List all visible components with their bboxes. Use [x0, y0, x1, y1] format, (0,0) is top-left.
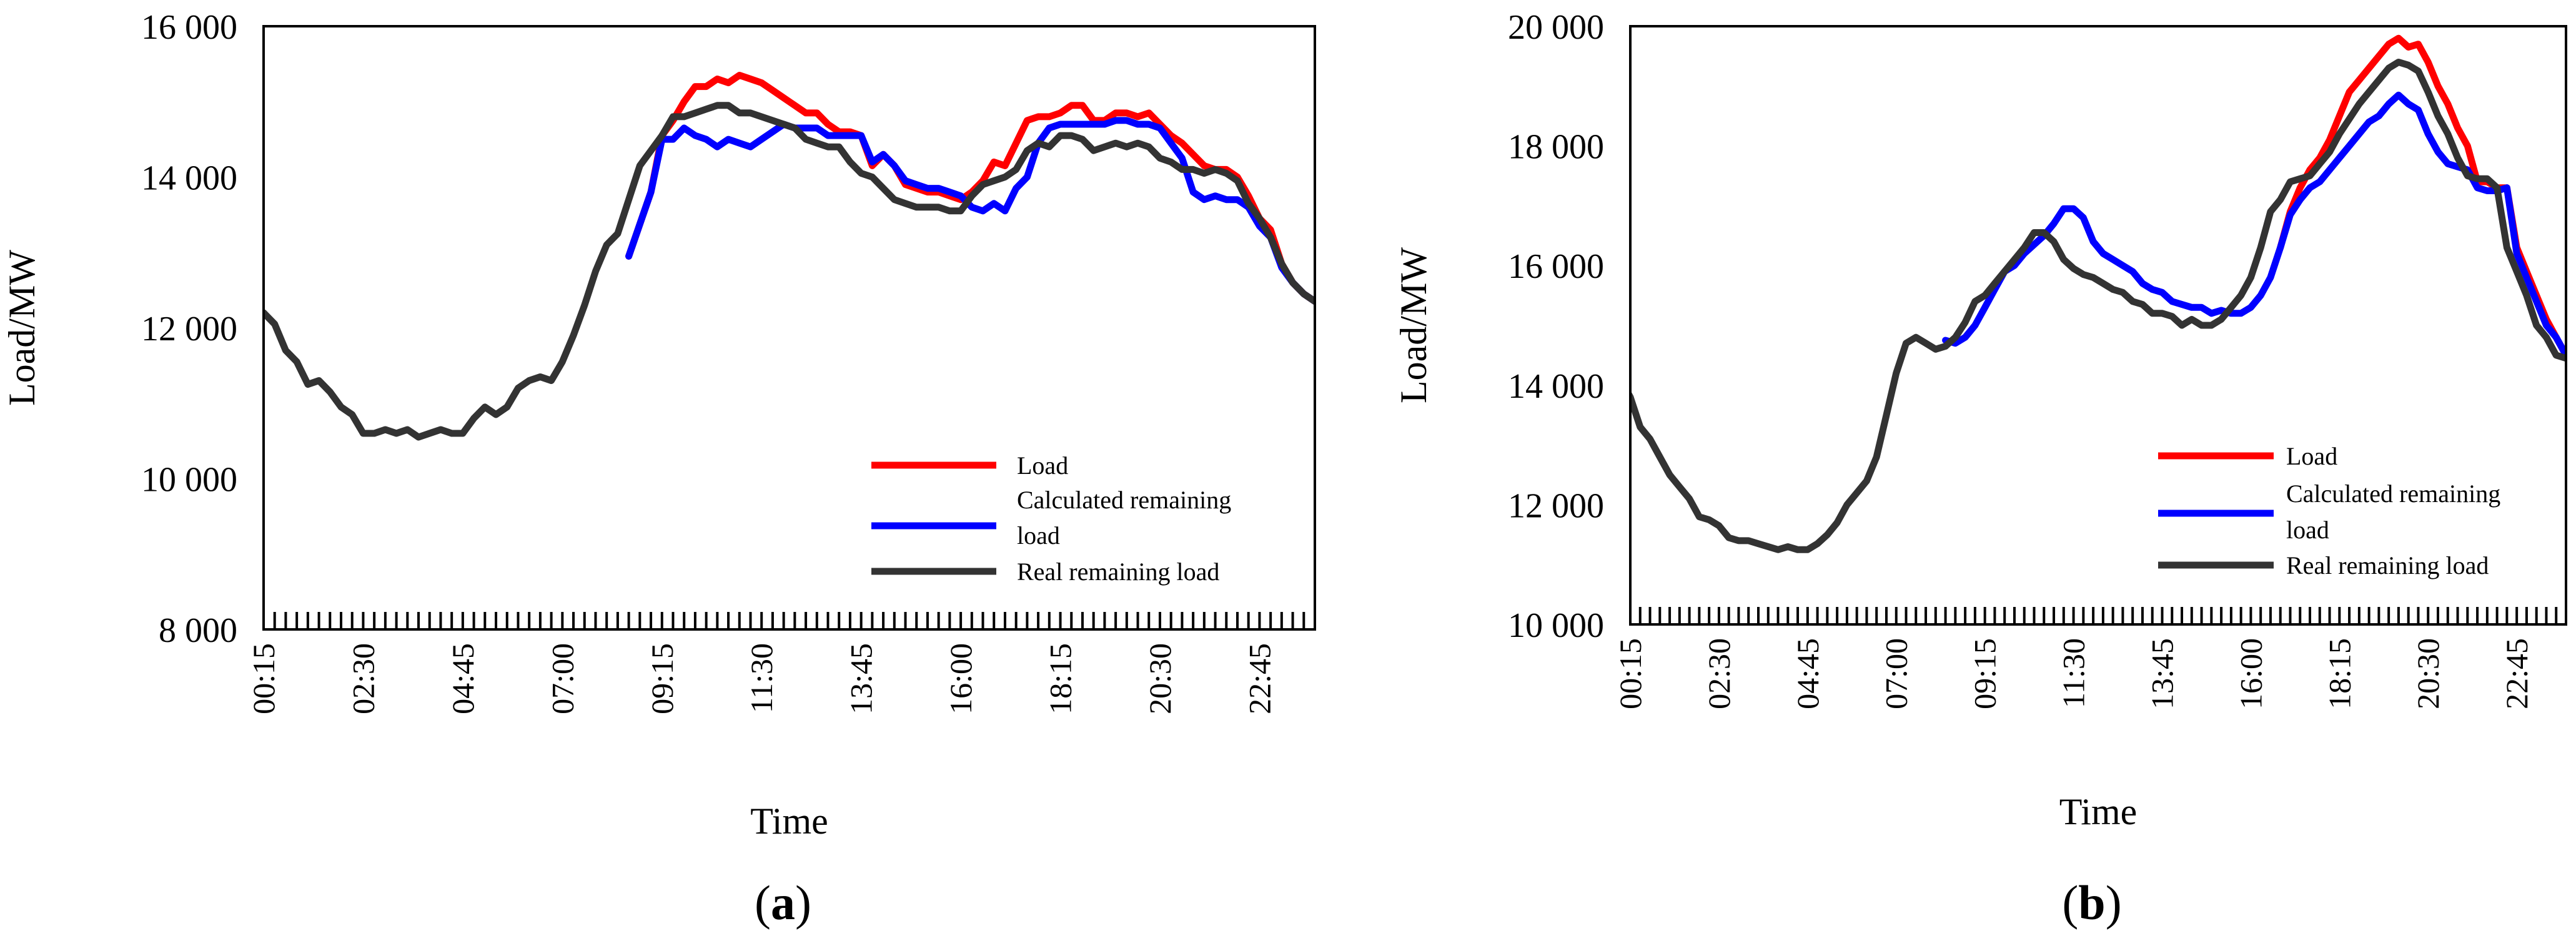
legend: Load Calculated remaining load Real remaini…	[871, 451, 1231, 586]
y-tick-label: 12 000	[141, 310, 237, 348]
y-tick-label: 10 000	[141, 461, 237, 500]
series-line-calculated-remaining-load	[1942, 91, 2566, 359]
x-tick-label: 18:15	[1043, 643, 1078, 714]
x-tick-label: 04:45	[445, 643, 480, 714]
y-axis-title: Load/MW	[1393, 247, 1434, 403]
x-tick-label: 18:15	[2322, 638, 2357, 709]
x-tick-label: 16:00	[2233, 638, 2268, 709]
x-tick-label: 02:30	[345, 643, 380, 714]
series-group	[1630, 34, 2566, 553]
legend: Load Calculated remaining load Real remaini…	[2158, 442, 2500, 579]
y-tick-label: 18 000	[1508, 128, 1604, 167]
x-tick-label: 02:30	[1702, 638, 1736, 709]
legend-label-real-remaining-load: Real remaining load	[1017, 558, 1219, 586]
y-tick-label: 20 000	[1508, 8, 1604, 47]
legend-label-load: Load	[1017, 451, 1068, 480]
legend-label-real-remaining-load: Real remaining load	[2286, 551, 2489, 579]
panel-label: (b)	[2062, 875, 2121, 930]
panel-letter: a	[771, 875, 795, 930]
x-tick-label: 20:30	[2410, 638, 2445, 709]
x-minor-ticks	[1629, 607, 2567, 624]
x-axis-title: Time	[2059, 791, 2138, 832]
y-tick-label: 14 000	[141, 159, 237, 198]
x-tick-label: 07:00	[545, 643, 580, 714]
panel-b: 10 000 12 000 14 000 16 000 18 000 20 000 00:1…	[1393, 8, 2567, 930]
x-tick-label: 07:00	[1879, 638, 1914, 709]
panel-a: 8 000 10 000 12 000 14 000 16 000 00:15 02:30 0…	[1, 8, 1316, 930]
series-line-calculated-remaining-load	[625, 117, 1315, 305]
panel-label: (a)	[755, 875, 811, 930]
series-line-real-remaining-load	[264, 102, 1315, 441]
y-tick-label: 16 000	[141, 8, 237, 47]
x-tick-label: 16:00	[943, 643, 978, 714]
plot-frame	[1629, 25, 2567, 626]
x-tick-label: 13:45	[844, 643, 879, 714]
x-tick-label: 13:45	[2144, 638, 2179, 709]
x-tick-label: 22:45	[1242, 643, 1277, 714]
series-group	[264, 72, 1315, 441]
x-minor-ticks	[262, 612, 1316, 629]
x-tick-label: 22:45	[2499, 638, 2534, 709]
y-tick-label: 12 000	[1508, 486, 1604, 525]
x-tick-label: 09:15	[1968, 638, 2003, 709]
plot-frame	[262, 25, 1316, 631]
x-tick-label: 09:15	[645, 643, 680, 714]
x-tick-label: 20:30	[1142, 643, 1177, 714]
x-tick-label: 00:15	[1613, 638, 1648, 709]
x-tick-label: 00:15	[246, 643, 281, 714]
x-tick-label: 04:45	[1790, 638, 1825, 709]
y-axis-title: Load/MW	[1, 250, 42, 406]
legend-label-calculated-remaining-load: Calculated remaining load	[2286, 480, 2500, 544]
legend-label-load: Load	[2286, 442, 2337, 470]
y-tick-label: 8 000	[159, 611, 237, 650]
y-tick-label: 10 000	[1508, 606, 1604, 645]
x-tick-label: 11:30	[2056, 638, 2091, 708]
y-tick-label: 16 000	[1508, 247, 1604, 286]
x-tick-label: 11:30	[744, 643, 779, 713]
series-line-real-remaining-load	[1630, 59, 2566, 553]
x-axis-title: Time	[750, 801, 828, 842]
y-tick-label: 14 000	[1508, 367, 1604, 406]
legend-label-calculated-remaining-load: Calculated remaining load	[1017, 486, 1231, 549]
panel-letter: b	[2078, 875, 2105, 930]
